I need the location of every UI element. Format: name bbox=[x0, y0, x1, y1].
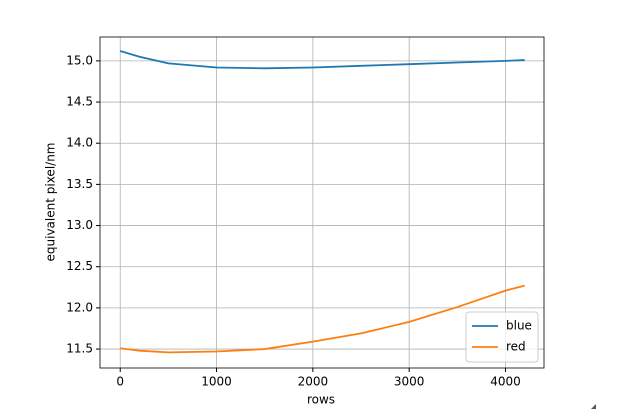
plot-frame bbox=[99, 36, 545, 369]
y-tick-label: 14.5 bbox=[66, 95, 93, 109]
y-tick-label: 12.5 bbox=[66, 259, 93, 273]
y-tick-label: 13.0 bbox=[66, 218, 93, 232]
y-tick-label: 13.5 bbox=[66, 177, 93, 191]
x-tick-label: 0 bbox=[116, 375, 124, 389]
legend bbox=[465, 311, 539, 363]
x-axis-label: rows bbox=[307, 393, 335, 407]
x-tick-label: 3000 bbox=[394, 375, 425, 389]
legend-label: blue bbox=[506, 319, 532, 333]
resize-grip bbox=[591, 404, 596, 409]
x-tick-label: 4000 bbox=[490, 375, 521, 389]
y-tick-label: 15.0 bbox=[66, 53, 93, 67]
y-tick-label: 11.5 bbox=[66, 342, 93, 356]
x-tick-label: 1000 bbox=[201, 375, 232, 389]
line bbox=[119, 50, 525, 70]
y-tick-label: 12.0 bbox=[66, 300, 93, 314]
legend-label: red bbox=[506, 340, 526, 354]
line bbox=[120, 284, 525, 354]
y-axis-label: equivalent pixel/nm bbox=[44, 143, 58, 262]
x-tick-label: 2000 bbox=[298, 375, 329, 389]
y-tick-label: 14.0 bbox=[66, 136, 93, 150]
